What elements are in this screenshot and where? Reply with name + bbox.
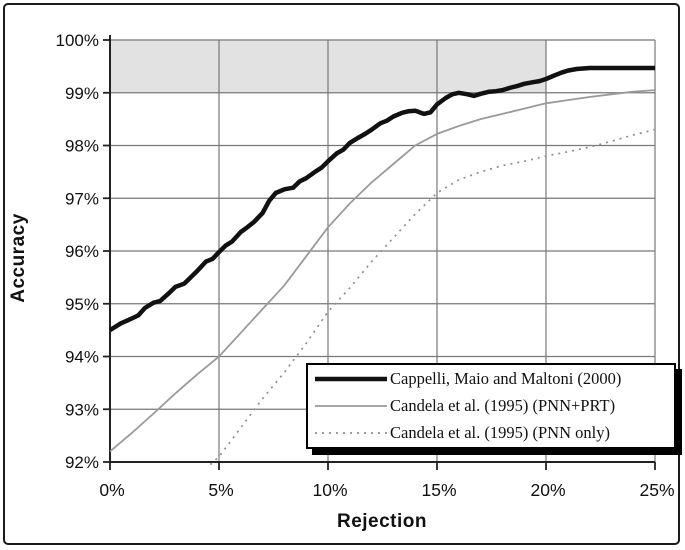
legend-line-sample-thick-solid	[315, 376, 387, 382]
y-tick-label: 100%	[56, 31, 99, 50]
legend-label: Candela et al. (1995) (PNN only)	[390, 423, 610, 442]
y-axis-title: Accuracy	[8, 213, 29, 303]
y-tick-label: 99%	[65, 84, 99, 103]
series-line-1	[109, 89, 656, 453]
y-tick-label: 97%	[65, 189, 99, 208]
chart-legend: Cappelli, Maio and Maltoni (2000) Candel…	[306, 363, 676, 449]
series-line-0	[108, 65, 655, 333]
y-tick-label: 98%	[65, 137, 99, 156]
x-tick-label: 15%	[421, 480, 456, 500]
y-tick-label: 96%	[65, 242, 99, 261]
x-tick-label: 20%	[530, 480, 565, 500]
legend-line-sample-thin-solid	[315, 405, 387, 407]
legend-entry-candela-pnn-only: Candela et al. (1995) (PNN only)	[308, 420, 674, 446]
x-tick-label: 0%	[99, 480, 124, 500]
legend-entry-candela-pnn-prt: Candela et al. (1995) (PNN+PRT)	[308, 393, 674, 419]
x-axis-title: Rejection	[336, 511, 428, 532]
legend-entry-cappelli: Cappelli, Maio and Maltoni (2000)	[308, 366, 674, 392]
x-tick-label: 25%	[639, 480, 674, 500]
legend-label: Cappelli, Maio and Maltoni (2000)	[390, 369, 622, 388]
x-tick-label: 10%	[312, 480, 347, 500]
y-tick-label: 95%	[65, 295, 99, 314]
legend-line-sample-dotted	[315, 432, 387, 434]
y-tick-label: 93%	[65, 400, 99, 419]
x-tick-label: 5%	[208, 480, 233, 500]
y-tick-label: 92%	[65, 453, 99, 472]
y-tick-label: 94%	[65, 348, 99, 367]
legend-label: Candela et al. (1995) (PNN+PRT)	[390, 396, 616, 415]
